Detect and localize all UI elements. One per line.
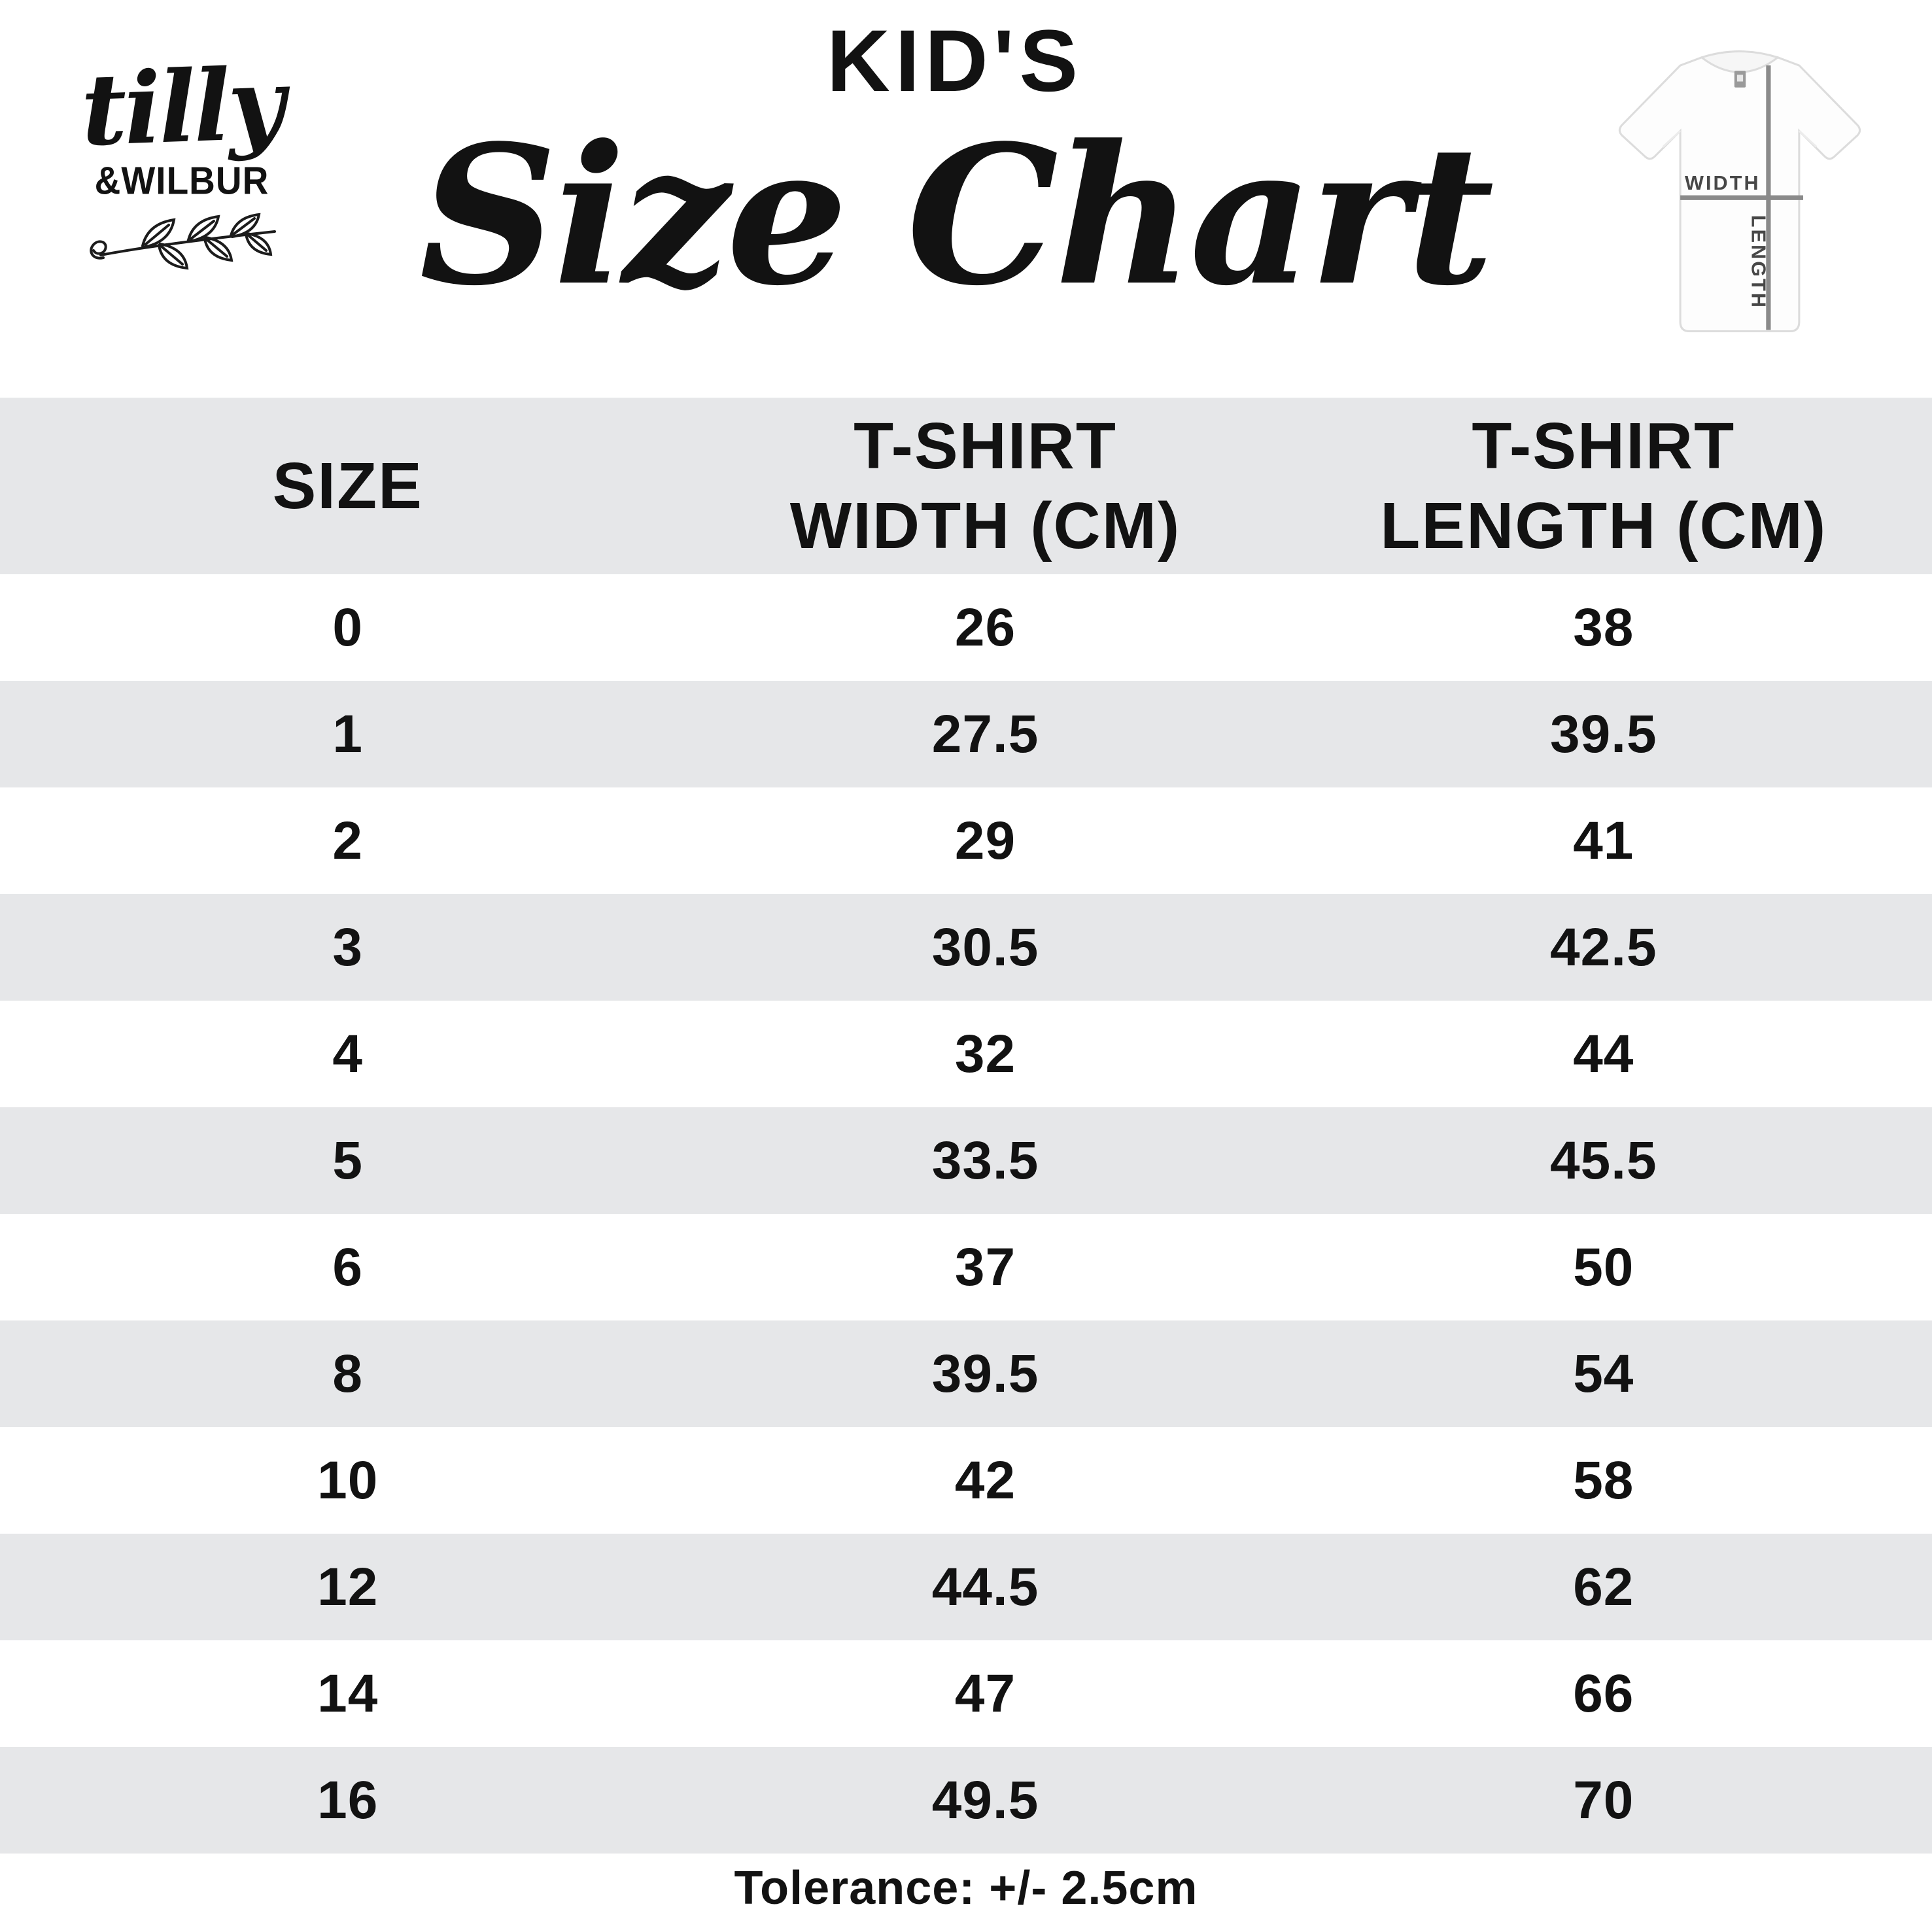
length-cell: 42.5 [1550, 917, 1657, 977]
table-row: 14 47 66 [0, 1640, 1932, 1747]
size-chart-table: SIZE T-SHIRT WIDTH (CM) T-SHIRT LENGTH (… [0, 398, 1932, 1854]
length-label: LENGTH [1747, 215, 1769, 309]
size-cell: 8 [332, 1343, 364, 1404]
header-cell-width: T-SHIRT WIDTH (CM) [789, 409, 1181, 562]
collar [1699, 50, 1780, 73]
title-main: Size Chart [419, 103, 1494, 328]
length-cell: 58 [1573, 1450, 1634, 1510]
width-cell: 37 [954, 1237, 1016, 1297]
length-cell: 45.5 [1550, 1130, 1657, 1190]
table-row: 0 26 38 [0, 574, 1932, 681]
width-cell: 29 [954, 810, 1016, 871]
width-cell: 27.5 [931, 704, 1039, 764]
table-row: 1 27.5 39.5 [0, 681, 1932, 787]
title-kicker: KID'S [826, 12, 1083, 110]
table-row: 8 39.5 54 [0, 1320, 1932, 1427]
width-cell: 39.5 [931, 1343, 1039, 1404]
table-row: 5 33.5 45.5 [0, 1107, 1932, 1214]
width-cell: 47 [954, 1663, 1016, 1723]
table-row: 16 49.5 70 [0, 1747, 1932, 1854]
brand-logo: tilly &WILBUR [77, 46, 286, 277]
length-cell: 62 [1573, 1557, 1634, 1617]
table-header-row: SIZE T-SHIRT WIDTH (CM) T-SHIRT LENGTH (… [0, 398, 1932, 574]
header-cell-length: T-SHIRT LENGTH (CM) [1380, 409, 1827, 562]
length-cell: 39.5 [1550, 704, 1657, 764]
tolerance-note: Tolerance: +/- 2.5cm [734, 1862, 1198, 1914]
table-row: 2 29 41 [0, 787, 1932, 894]
size-cell: 3 [332, 917, 364, 977]
table-row: 12 44.5 62 [0, 1534, 1932, 1640]
width-cell: 42 [954, 1450, 1016, 1510]
length-cell: 44 [1573, 1024, 1634, 1084]
width-label: WIDTH [1685, 172, 1761, 194]
table-row: 3 30.5 42.5 [0, 894, 1932, 1001]
table-body: 0 26 38 1 27.5 39.5 2 29 41 3 30.5 42.5 … [0, 574, 1932, 1854]
brand-script-text: tilly [79, 46, 285, 169]
size-cell: 2 [332, 810, 364, 871]
table-row: 6 37 50 [0, 1214, 1932, 1320]
size-cell: 4 [332, 1024, 364, 1084]
tshirt-diagram: WIDTH LENGTH [1583, 26, 1897, 353]
length-cell: 50 [1573, 1237, 1634, 1297]
tshirt-outline [1618, 56, 1861, 333]
size-cell: 10 [317, 1450, 379, 1510]
length-cell: 70 [1573, 1770, 1634, 1830]
length-cell: 54 [1573, 1343, 1634, 1404]
length-cell: 38 [1573, 597, 1634, 657]
brand-caps-text: &WILBUR [94, 158, 269, 202]
length-cell: 66 [1573, 1663, 1634, 1723]
size-cell: 0 [332, 597, 364, 657]
width-cell: 32 [954, 1024, 1016, 1084]
size-cell: 16 [317, 1770, 379, 1830]
table-row: 10 42 58 [0, 1427, 1932, 1534]
header-cell-size: SIZE [272, 449, 423, 523]
page-title: KID'S Size Chart [366, 9, 1544, 317]
size-cell: 14 [317, 1663, 379, 1723]
width-cell: 30.5 [931, 917, 1039, 977]
size-cell: 1 [332, 704, 364, 764]
size-cell: 12 [317, 1557, 379, 1617]
width-cell: 26 [954, 597, 1016, 657]
size-cell: 6 [332, 1237, 364, 1297]
length-cell: 41 [1573, 810, 1634, 871]
width-cell: 49.5 [931, 1770, 1039, 1830]
width-cell: 33.5 [931, 1130, 1039, 1190]
width-cell: 44.5 [931, 1557, 1039, 1617]
table-row: 4 32 44 [0, 1001, 1932, 1107]
branch-icon [77, 208, 286, 277]
size-cell: 5 [332, 1130, 364, 1190]
